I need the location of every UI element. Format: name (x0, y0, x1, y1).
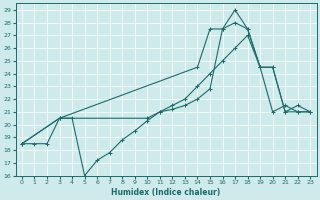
X-axis label: Humidex (Indice chaleur): Humidex (Indice chaleur) (111, 188, 221, 197)
